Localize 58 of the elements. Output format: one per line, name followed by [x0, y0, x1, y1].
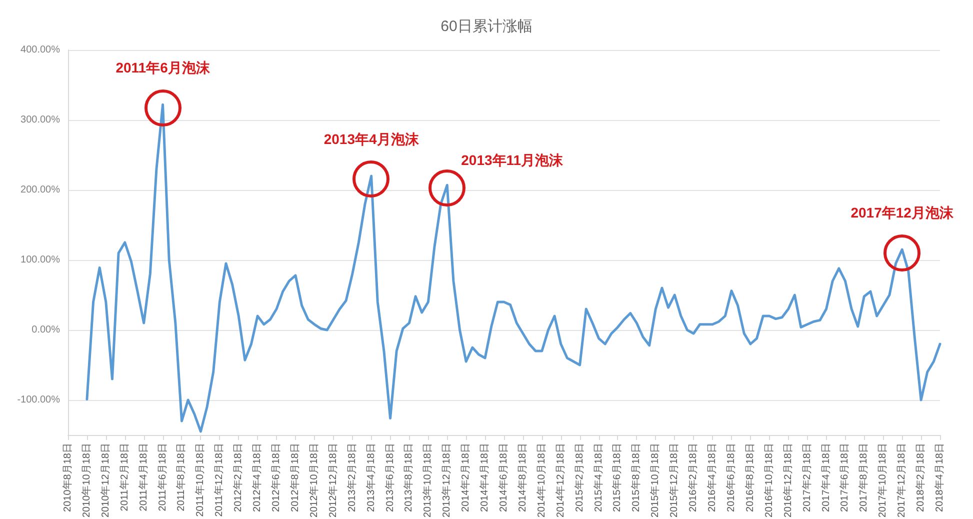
x-tick-label: 2011年6月18日 — [156, 443, 168, 512]
x-tick-label: 2016年10月18日 — [762, 443, 775, 518]
x-tick-label: 2015年8月18日 — [630, 443, 642, 512]
x-tick-label: 2016年4月18日 — [706, 443, 718, 512]
x-tick-label: 2015年4月18日 — [592, 443, 604, 512]
x-tick-label: 2017年10月18日 — [876, 443, 889, 518]
annotation: 2011年6月泡沫 — [116, 60, 211, 76]
x-tick-label: 2013年4月18日 — [364, 443, 377, 512]
x-tick-label: 2013年2月18日 — [346, 443, 358, 512]
x-tick-label: 2017年6月18日 — [838, 443, 851, 512]
annotation: 2013年11月泡沫 — [461, 152, 564, 168]
x-tick-label: 2017年4月18日 — [820, 443, 832, 512]
x-tick-label: 2014年12月18日 — [554, 443, 566, 518]
x-tick-label: 2015年10月18日 — [649, 443, 662, 518]
x-tick-label: 2010年8月18日 — [62, 443, 74, 512]
x-tick-label: 2013年10月18日 — [422, 443, 434, 518]
x-tick-label: 2013年12月18日 — [440, 443, 453, 518]
annotation: 2017年12月泡沫 — [850, 204, 954, 220]
chart-title: 60日累计涨幅 — [440, 18, 532, 35]
x-tick-label: 2018年4月18日 — [934, 443, 946, 512]
x-tick-label: 2012年8月18日 — [288, 443, 301, 512]
x-tick-label: 2017年2月18日 — [800, 443, 813, 512]
x-tick-label: 2016年2月18日 — [687, 443, 700, 512]
x-tick-label: 2014年2月18日 — [460, 443, 472, 512]
x-tick-label: 2011年8月18日 — [175, 443, 188, 512]
x-tick-label: 2014年6月18日 — [498, 443, 510, 512]
y-tick-label: 200.00% — [20, 184, 60, 196]
x-tick-label: 2011年10月18日 — [194, 443, 206, 517]
y-tick-label: 0.00% — [32, 324, 60, 336]
x-tick-label: 2013年8月18日 — [402, 443, 415, 512]
x-tick-label: 2016年8月18日 — [744, 443, 756, 512]
annotation: 2013年4月泡沫 — [324, 131, 420, 147]
x-tick-label: 2012年12月18日 — [326, 443, 339, 518]
x-tick-label: 2017年8月18日 — [858, 443, 870, 512]
x-tick-label: 2012年4月18日 — [251, 443, 264, 512]
y-tick-label: 100.00% — [20, 254, 60, 266]
y-tick-label: 400.00% — [20, 44, 60, 56]
x-tick-label: 2012年6月18日 — [270, 443, 282, 512]
x-tick-label: 2010年10月18日 — [80, 443, 92, 518]
x-tick-label: 2015年12月18日 — [668, 443, 680, 518]
x-tick-label: 2014年8月18日 — [516, 443, 528, 512]
x-tick-label: 2013年6月18日 — [384, 443, 396, 512]
x-tick-label: 2016年12月18日 — [782, 443, 794, 518]
x-tick-label: 2014年10月18日 — [535, 443, 548, 518]
x-tick-label: 2015年6月18日 — [611, 443, 624, 512]
x-tick-label: 2018年2月18日 — [914, 443, 927, 512]
x-tick-label: 2011年4月18日 — [137, 443, 150, 512]
x-tick-label: 2014年4月18日 — [478, 443, 491, 512]
x-tick-label: 2016年6月18日 — [724, 443, 737, 512]
x-tick-label: 2010年12月18日 — [99, 443, 112, 518]
x-tick-label: 2015年2月18日 — [573, 443, 586, 512]
x-tick-label: 2017年12月18日 — [896, 443, 908, 518]
x-tick-label: 2012年10月18日 — [308, 443, 320, 518]
x-tick-label: 2011年2月18日 — [118, 443, 130, 512]
y-tick-label: 300.00% — [20, 114, 60, 126]
x-tick-label: 2011年12月18日 — [213, 443, 226, 517]
x-tick-label: 2012年2月18日 — [232, 443, 244, 512]
y-tick-label: -100.00% — [17, 394, 60, 406]
